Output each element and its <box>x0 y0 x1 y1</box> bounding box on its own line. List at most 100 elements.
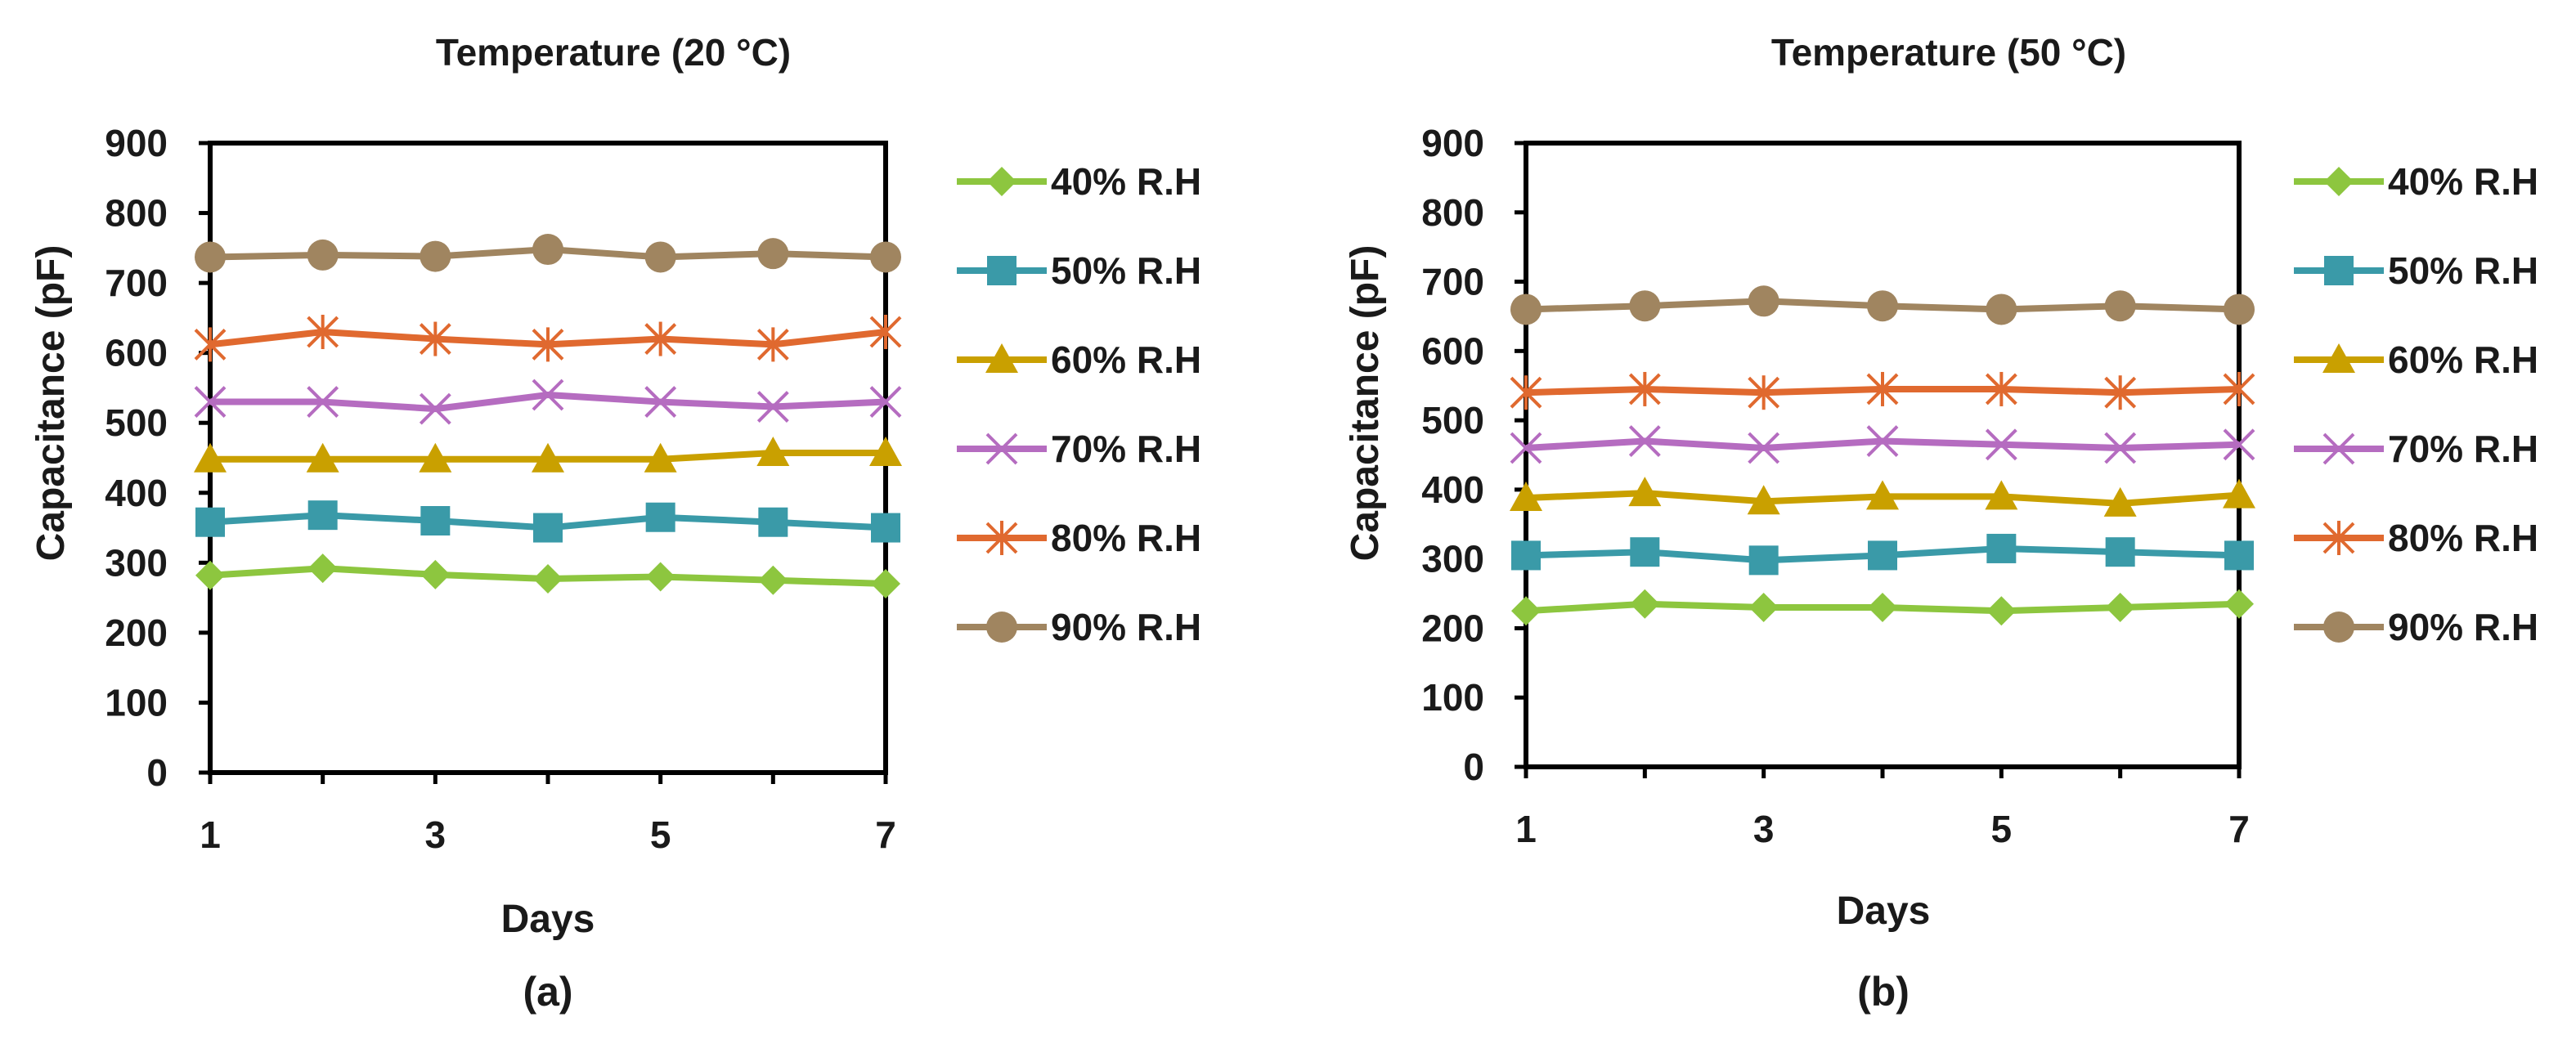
y-tick-label: 300 <box>1421 538 1484 580</box>
y-tick-label: 0 <box>146 751 168 794</box>
legend-swatch-marker <box>2322 521 2355 555</box>
legend-swatch-marker <box>986 612 1017 643</box>
data-point <box>1748 375 1780 410</box>
legend-item: 90% R.H <box>2294 606 2538 648</box>
data-point <box>533 564 563 594</box>
legend-item: 40% R.H <box>2294 160 2538 203</box>
data-point <box>1748 285 1779 317</box>
series-4 <box>1510 425 2255 464</box>
panel-b-caption: (b) <box>1857 969 1910 1015</box>
x-tick-label: 5 <box>1991 808 2013 850</box>
data-point <box>1868 593 1897 623</box>
data-point <box>756 327 789 362</box>
series-6 <box>1510 285 2255 325</box>
data-point <box>420 506 451 535</box>
panel-b-ylabel: Capacitance (pF) <box>1344 245 1387 562</box>
data-point <box>1510 375 1542 410</box>
data-point <box>644 442 677 473</box>
y-tick-label: 500 <box>1421 399 1484 441</box>
legend-label: 80% R.H <box>2388 517 2538 559</box>
data-point <box>532 442 564 473</box>
y-tick-label: 100 <box>105 681 168 724</box>
y-tick-label: 500 <box>105 401 168 444</box>
y-tick-label: 400 <box>1421 468 1484 511</box>
data-point <box>1748 593 1779 623</box>
data-point <box>644 386 677 418</box>
data-point <box>1748 545 1779 576</box>
data-point <box>419 442 452 473</box>
x-tick-label: 3 <box>425 813 447 856</box>
y-tick-label: 800 <box>105 192 168 235</box>
legend-label: 50% R.H <box>1051 249 1201 292</box>
data-point <box>1986 596 2017 626</box>
data-point <box>2104 375 2137 410</box>
y-tick-label: 900 <box>1421 122 1484 164</box>
data-point <box>1985 428 2017 461</box>
y-tick-label: 100 <box>1421 676 1484 719</box>
legend-item: 80% R.H <box>2294 517 2538 559</box>
y-tick-label: 600 <box>1421 329 1484 372</box>
legend-label: 70% R.H <box>2388 428 2538 470</box>
data-point <box>2224 293 2255 325</box>
data-point <box>2105 593 2135 623</box>
marker-stroke <box>2104 432 2137 464</box>
data-point <box>2105 537 2135 567</box>
y-tick-label: 700 <box>105 262 168 304</box>
marker-stroke <box>532 379 564 411</box>
legend-swatch-marker <box>987 256 1016 285</box>
data-point <box>2223 371 2255 406</box>
data-point <box>1628 425 1661 457</box>
data-point <box>194 386 227 418</box>
marker-stroke <box>1866 425 1899 457</box>
data-point <box>869 315 902 349</box>
data-point <box>2103 486 2137 517</box>
series-1 <box>195 553 900 598</box>
data-point <box>532 327 564 362</box>
data-point <box>307 315 339 349</box>
marker-stroke <box>307 386 339 418</box>
data-point <box>645 502 675 532</box>
legend-label: 40% R.H <box>2388 160 2538 203</box>
data-point <box>756 437 790 467</box>
x-tick-label: 1 <box>1515 808 1537 850</box>
panel-a-caption: (a) <box>523 969 572 1015</box>
data-point <box>195 241 226 273</box>
legend-swatch-marker <box>2322 343 2355 373</box>
panel-a: Temperature (20 °C) Capacitance (pF) Day… <box>29 31 1201 1015</box>
data-point <box>871 513 900 543</box>
y-tick-label: 200 <box>1421 607 1484 649</box>
marker-stroke <box>756 391 789 423</box>
series-3 <box>1510 477 2255 517</box>
data-point <box>420 559 451 589</box>
data-point <box>194 327 227 362</box>
data-point <box>757 238 789 270</box>
legend-label: 70% R.H <box>1051 428 1201 470</box>
data-point <box>1986 533 2017 563</box>
y-tick-label: 300 <box>105 541 168 584</box>
legend-label: 90% R.H <box>2388 606 2538 648</box>
data-point <box>1510 432 1542 464</box>
data-point <box>532 379 564 411</box>
legend-swatch-marker <box>987 167 1016 196</box>
marker-stroke <box>194 386 227 418</box>
series-2 <box>195 500 900 543</box>
marker-stroke <box>1985 428 2017 461</box>
data-point <box>1747 485 1780 515</box>
panel-b-plot: 0 100 200 300 400 500 600 700 800 900 1 3 5 7 40% R.H 5… <box>1421 122 2538 850</box>
legend-swatch-marker <box>985 343 1018 373</box>
marker-stroke <box>2223 428 2255 461</box>
legend-item: 40% R.H <box>957 160 1201 203</box>
x-tick-label: 3 <box>1753 808 1775 850</box>
marker-stroke <box>869 386 902 418</box>
x-tick-label: 1 <box>200 813 221 856</box>
legend-item: 70% R.H <box>957 428 1201 470</box>
data-point <box>1510 482 1542 512</box>
marker-stroke <box>1628 425 1661 457</box>
data-point <box>756 391 789 423</box>
data-point <box>307 500 338 531</box>
data-point <box>420 240 451 272</box>
marker-stroke <box>1510 432 1542 464</box>
legend-label: 60% R.H <box>2388 338 2538 381</box>
legend-item: 60% R.H <box>957 338 1201 381</box>
